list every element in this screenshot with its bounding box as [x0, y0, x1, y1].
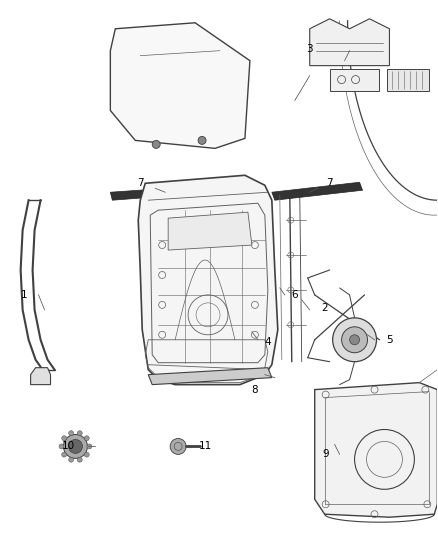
Text: 8: 8 — [251, 385, 258, 394]
Polygon shape — [148, 368, 272, 385]
Circle shape — [77, 457, 82, 462]
Circle shape — [84, 436, 89, 441]
Text: 2: 2 — [321, 303, 328, 313]
Circle shape — [342, 327, 367, 353]
Polygon shape — [110, 23, 250, 148]
Circle shape — [69, 431, 74, 435]
Circle shape — [170, 439, 186, 455]
Polygon shape — [310, 19, 389, 66]
Text: 5: 5 — [386, 335, 393, 345]
Circle shape — [152, 140, 160, 148]
Polygon shape — [314, 383, 437, 517]
Circle shape — [198, 136, 206, 144]
Polygon shape — [31, 368, 50, 385]
Circle shape — [350, 335, 360, 345]
Circle shape — [64, 434, 88, 458]
Circle shape — [59, 444, 64, 449]
Text: 3: 3 — [307, 44, 313, 54]
Text: 1: 1 — [21, 290, 28, 300]
Polygon shape — [272, 182, 363, 200]
Polygon shape — [138, 175, 278, 385]
Polygon shape — [330, 69, 379, 91]
Text: 6: 6 — [291, 290, 298, 300]
Polygon shape — [168, 212, 252, 250]
Circle shape — [62, 436, 67, 441]
Text: 7: 7 — [137, 178, 144, 188]
Circle shape — [68, 439, 82, 454]
Circle shape — [84, 452, 89, 457]
Circle shape — [62, 452, 67, 457]
Circle shape — [332, 318, 377, 362]
Circle shape — [87, 444, 92, 449]
Circle shape — [77, 431, 82, 435]
Text: 10: 10 — [62, 441, 75, 451]
Text: 9: 9 — [322, 449, 329, 459]
Text: 7: 7 — [326, 178, 333, 188]
Polygon shape — [388, 69, 429, 91]
Circle shape — [69, 457, 74, 462]
Text: 4: 4 — [265, 337, 271, 347]
Text: 11: 11 — [198, 441, 212, 451]
Polygon shape — [110, 183, 242, 200]
